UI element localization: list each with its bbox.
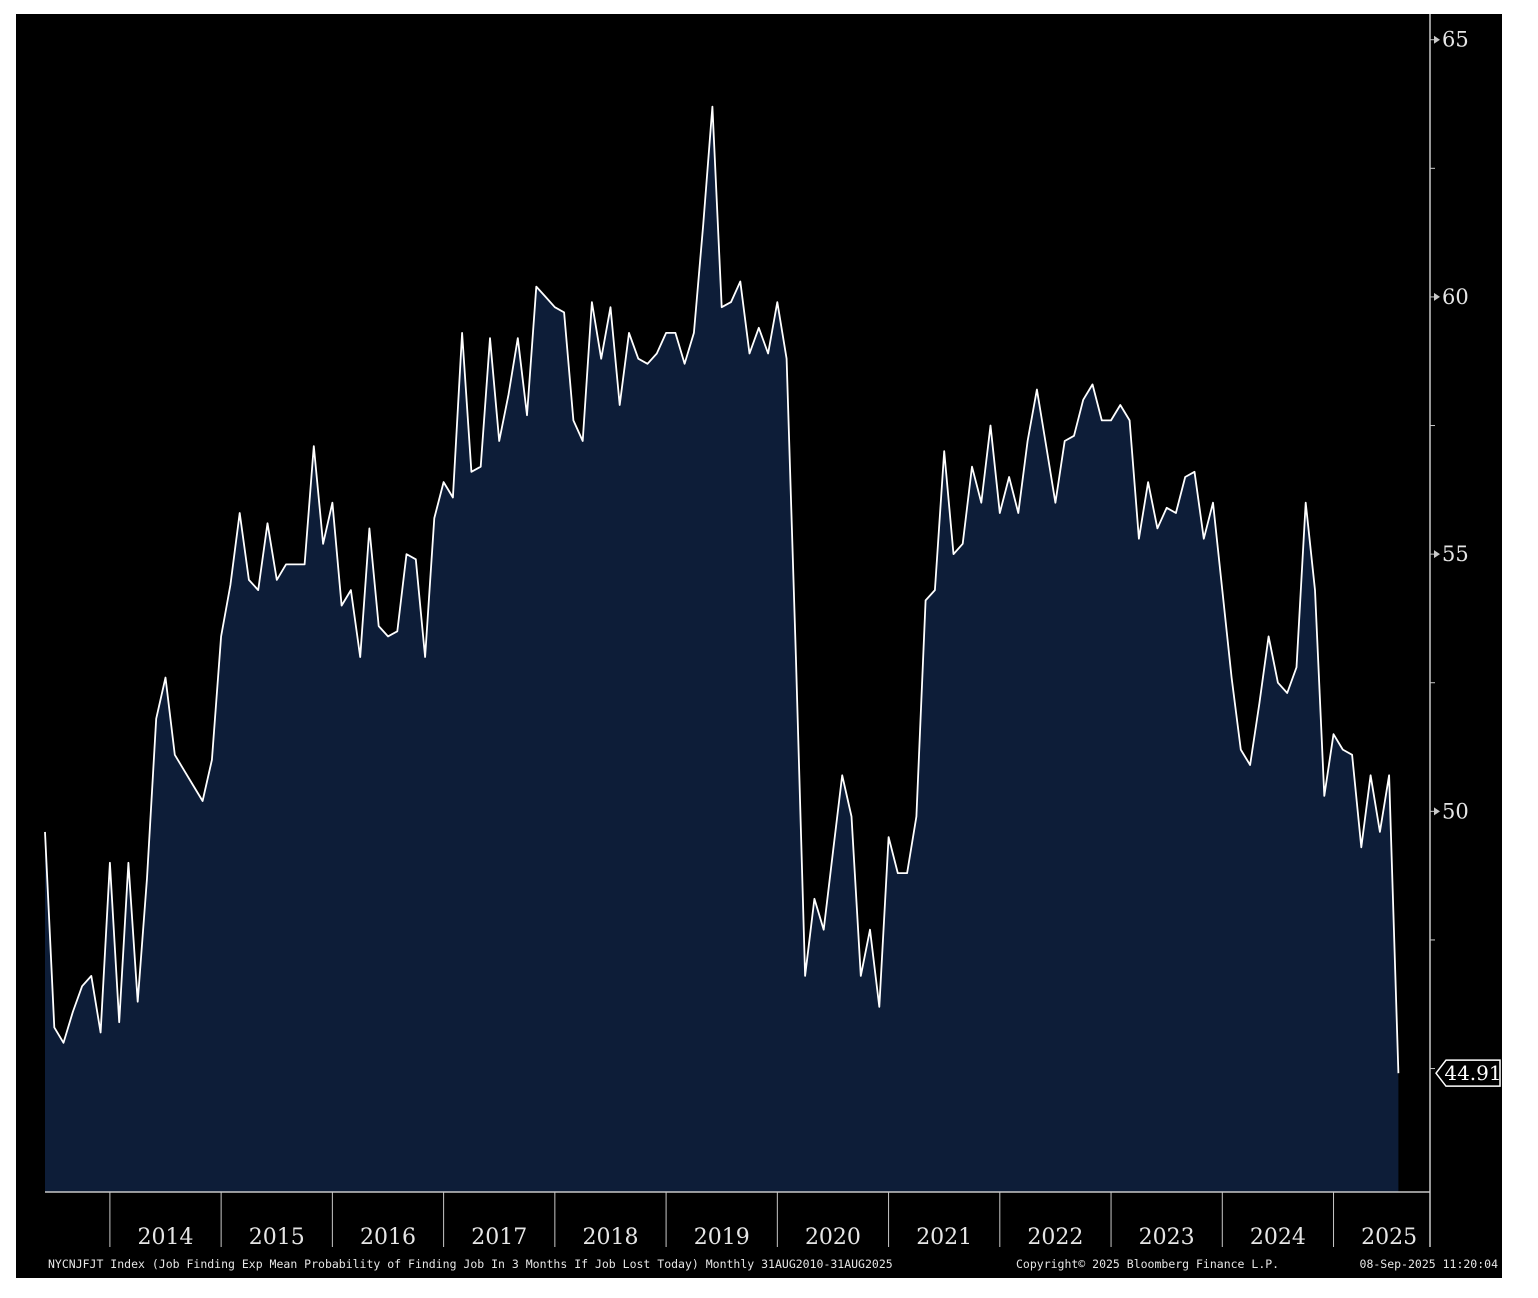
x-tick-label: 2024 [1250,1225,1306,1250]
series-line [44,105,1400,1074]
x-tick-label: 2016 [360,1225,416,1250]
x-tick-label: 2018 [582,1225,638,1250]
footer-copyright: Copyright© 2025 Bloomberg Finance L.P. [1016,1257,1279,1271]
x-tick-label: 2020 [805,1225,861,1250]
y-tick-label: 50 [1442,799,1469,823]
x-axis: 2014 2015 2016 2017 2018 2019 2020 2021 2022 2023… [45,1191,1430,1250]
y-tick-arrow [1434,807,1440,816]
x-tick-label: 2023 [1139,1225,1195,1250]
last-value-badge-box [1435,1059,1501,1087]
y-tick-arrow [1434,35,1440,44]
y-tick-label: 60 [1442,285,1469,309]
x-tick-label: 2025 [1361,1225,1417,1250]
y-tick-label: 65 [1442,28,1469,52]
x-tick-label: 2021 [916,1225,972,1250]
footer-description: NYCNJFJT Index (Job Finding Exp Mean Pro… [48,1257,893,1271]
area-series [44,105,1400,1193]
footer: NYCNJFJT Index (Job Finding Exp Mean Pro… [48,1257,1498,1271]
x-tick-label: 2014 [138,1225,194,1250]
x-tick-label: 2019 [694,1225,750,1250]
y-tick-label: 55 [1442,542,1469,566]
last-value-label: 44.91 [1444,1061,1501,1085]
x-tick-label: 2017 [471,1225,527,1250]
footer-timestamp: 08-Sep-2025 11:20:04 [1360,1257,1499,1271]
y-tick-arrow [1434,550,1440,559]
last-value-badge: 44.91 [1435,1059,1502,1087]
series-area-fill [45,106,1399,1193]
x-tick-label: 2015 [249,1225,305,1250]
y-tick-arrow [1434,292,1440,301]
y-axis: 50 55 60 65 [1429,14,1469,1247]
x-tick-label: 2022 [1027,1225,1083,1250]
